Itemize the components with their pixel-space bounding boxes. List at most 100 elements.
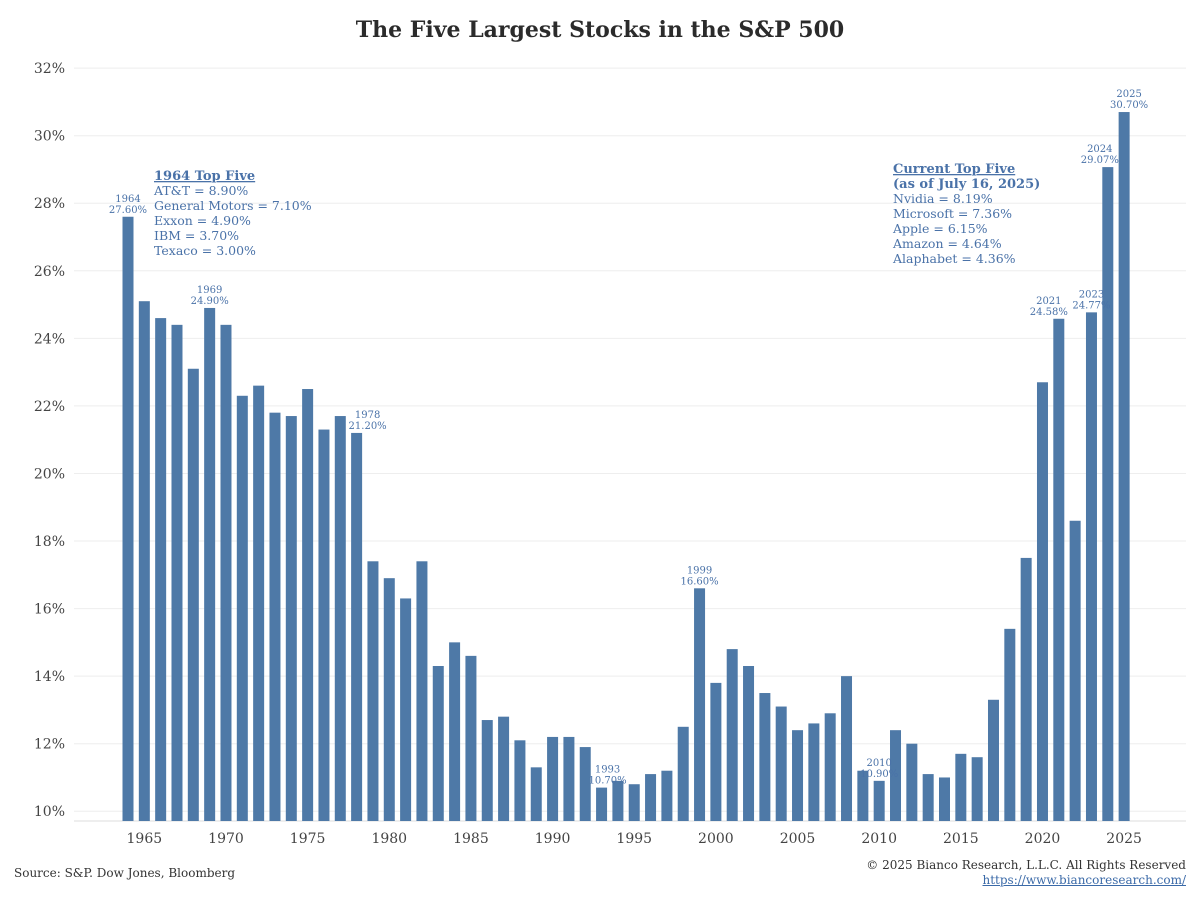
bar-1992 <box>579 747 591 821</box>
y-tick-label: 24% <box>34 331 65 347</box>
data-label-value: 10.90% <box>860 769 898 780</box>
bar-2021 <box>1053 318 1065 821</box>
y-axis: 10% 12% 14% 16% 18% 20% 22% 24% 26% 28% 30% 32% <box>34 61 65 820</box>
bar-1978 <box>351 432 363 821</box>
data-label-value: 10.70% <box>588 776 626 787</box>
bar-1985 <box>465 655 477 821</box>
box-1964-title: 1964 Top Five <box>154 169 255 184</box>
bar-2011 <box>890 730 902 821</box>
data-label-year: 2010 <box>866 758 891 769</box>
copyright-text: © 2025 Bianco Research, L.L.C. All Right… <box>866 858 1186 872</box>
data-label-year: 1999 <box>687 565 712 576</box>
data-label-year: 1993 <box>595 765 620 776</box>
data-label-value: 21.20% <box>349 421 387 432</box>
y-tick-label: 26% <box>34 264 65 280</box>
bar-1986 <box>481 720 493 821</box>
bar-1997 <box>661 770 673 821</box>
y-tick-label: 10% <box>34 804 65 820</box>
bar-2003 <box>759 693 771 821</box>
y-tick-label: 30% <box>34 129 65 145</box>
x-tick-label: 1965 <box>127 831 163 847</box>
bar-2013 <box>922 774 934 821</box>
bar-2012 <box>906 743 918 821</box>
bar-1989 <box>530 767 542 821</box>
data-label-value: 27.60% <box>109 205 147 216</box>
bar-2025 <box>1118 112 1130 822</box>
box-current-title: Current Top Five <box>893 162 1015 177</box>
y-tick-label: 28% <box>34 196 65 212</box>
bar-2002 <box>743 666 755 821</box>
bar-1972 <box>253 385 265 821</box>
box-current-line: Alaphabet = 4.36% <box>892 251 1016 266</box>
bar-1981 <box>400 598 412 821</box>
bar-1967 <box>171 324 183 821</box>
bar-2008 <box>841 676 853 821</box>
bar-2020 <box>1036 382 1048 821</box>
data-label-year: 1964 <box>115 194 140 205</box>
bar-1979 <box>367 561 379 821</box>
data-label-year: 2025 <box>1116 89 1141 100</box>
box-1964-line: Exxon = 4.90% <box>154 213 251 228</box>
bar-2018 <box>1004 628 1016 821</box>
box-1964-top-five: 1964 Top Five AT&T = 8.90% General Motor… <box>153 169 312 258</box>
bar-2005 <box>792 730 804 821</box>
box-1964-line: General Motors = 7.10% <box>154 198 312 213</box>
box-current-line: Nvidia = 8.19% <box>893 191 993 206</box>
bar-1983 <box>432 666 444 821</box>
bar-1976 <box>318 429 330 821</box>
chart-title: The Five Largest Stocks in the S&P 500 <box>356 17 844 43</box>
bar-1999 <box>694 588 706 821</box>
data-label-value: 30.70% <box>1110 100 1148 111</box>
data-label-value: 24.77% <box>1072 300 1110 311</box>
data-label-value: 29.07% <box>1081 155 1119 166</box>
website-link[interactable]: https://www.biancoresearch.com/ <box>982 873 1186 887</box>
box-current-subtitle: (as of July 16, 2025) <box>893 177 1040 192</box>
bar-1965 <box>138 301 150 821</box>
data-label-year: 2023 <box>1079 289 1104 300</box>
y-tick-label: 16% <box>34 602 65 618</box>
bar-2004 <box>775 706 787 821</box>
bar-1970 <box>220 324 232 821</box>
x-axis: 1965 1970 1975 1980 1985 1990 1995 2000 2005 2010… <box>127 831 1142 847</box>
bar-1969 <box>204 307 216 821</box>
bar-1990 <box>547 736 559 821</box>
y-tick-label: 32% <box>34 61 65 77</box>
bar-1980 <box>383 578 395 821</box>
bar-1966 <box>155 318 167 821</box>
y-tick-label: 18% <box>34 534 65 550</box>
bars <box>122 112 1130 822</box>
bar-1968 <box>187 368 199 821</box>
y-tick-label: 12% <box>34 737 65 753</box>
x-tick-label: 1970 <box>208 831 244 847</box>
box-1964-line: AT&T = 8.90% <box>153 183 248 198</box>
bar-2022 <box>1069 520 1081 821</box>
data-label-value: 24.58% <box>1030 307 1068 318</box>
bar-2007 <box>824 713 836 821</box>
data-label-year: 2024 <box>1087 144 1112 155</box>
y-tick-label: 22% <box>34 399 65 415</box>
data-label-year: 1969 <box>197 285 222 296</box>
box-current-line: Microsoft = 7.36% <box>893 206 1012 221</box>
bar-2015 <box>955 753 967 821</box>
box-1964-line: IBM = 3.70% <box>154 228 239 243</box>
x-tick-label: 2005 <box>780 831 816 847</box>
bar-2006 <box>808 723 820 821</box>
bar-2000 <box>710 682 722 821</box>
box-1964-line: Texaco = 3.00% <box>154 243 256 258</box>
data-label-value: 24.90% <box>191 296 229 307</box>
bar-1971 <box>236 395 248 821</box>
bar-1998 <box>677 726 689 821</box>
bar-1977 <box>334 416 346 821</box>
bar-2001 <box>726 649 738 821</box>
x-tick-label: 2000 <box>698 831 734 847</box>
bar-1982 <box>416 561 428 821</box>
x-tick-label: 2010 <box>861 831 897 847</box>
bar-1984 <box>449 642 461 821</box>
x-tick-label: 1975 <box>290 831 326 847</box>
bar-1973 <box>269 412 281 821</box>
bar-2009 <box>857 770 869 821</box>
bar-1988 <box>514 740 526 821</box>
box-current-top-five: Current Top Five (as of July 16, 2025) N… <box>892 162 1040 266</box>
x-tick-label: 1995 <box>616 831 652 847</box>
x-tick-label: 2015 <box>943 831 979 847</box>
